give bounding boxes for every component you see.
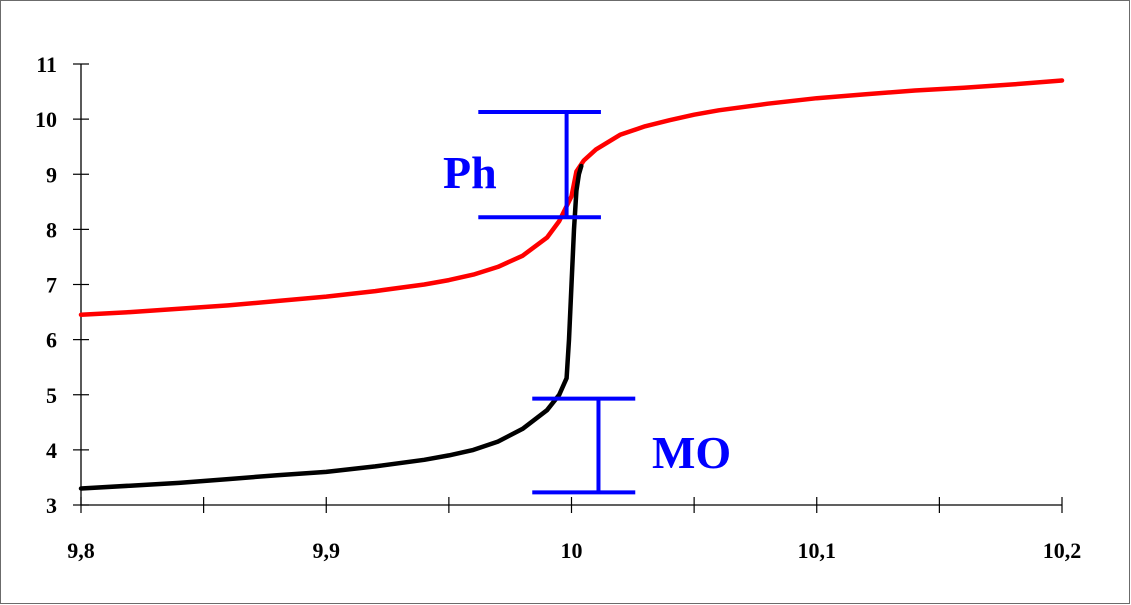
ph-range-label: Ph (443, 147, 497, 198)
mo-range-label: MO (652, 427, 731, 478)
y-tick-labels: 3 4 5 6 7 8 9 10 11 (35, 52, 57, 518)
y-tick-label: 6 (46, 328, 57, 353)
x-tick-label: 10 (561, 538, 583, 563)
y-tick-label: 8 (46, 217, 57, 242)
y-tick-label: 3 (46, 493, 57, 518)
series-line-2 (78, 163, 584, 491)
y-tick-label: 5 (46, 383, 57, 408)
series-lines (78, 78, 1065, 491)
x-tick-label: 10,1 (798, 538, 837, 563)
y-tick-label: 7 (46, 273, 57, 298)
range-annotations: Ph MO (443, 109, 731, 495)
x-tick-labels: 9,8 9,9 10 10,1 10,2 (67, 538, 1081, 563)
y-tick-label: 10 (35, 107, 57, 132)
x-tick-label: 9,8 (67, 538, 95, 563)
series-line-1 (78, 78, 1065, 318)
tick-marks (73, 63, 1063, 513)
x-tick-label: 10,2 (1043, 538, 1082, 563)
y-tick-label: 4 (46, 438, 57, 463)
y-tick-label: 11 (36, 52, 57, 77)
x-tick-label: 9,9 (313, 538, 341, 563)
y-tick-label: 9 (46, 162, 57, 187)
